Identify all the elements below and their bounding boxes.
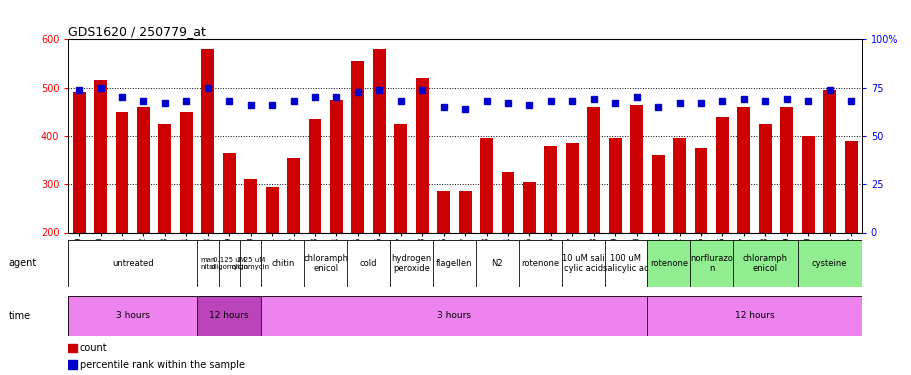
Text: hydrogen
peroxide: hydrogen peroxide (391, 254, 431, 273)
Text: 12 hours: 12 hours (734, 311, 773, 320)
Text: 100 uM
salicylic ac: 100 uM salicylic ac (602, 254, 648, 273)
Bar (68, 296, 197, 336)
Bar (68, 360, 77, 369)
Text: 12 hours: 12 hours (210, 311, 249, 320)
Bar (609, 138, 621, 232)
Text: N2: N2 (491, 259, 503, 268)
Text: chloramph
enicol: chloramph enicol (742, 254, 787, 273)
Text: norflurazo
n: norflurazo n (690, 254, 732, 273)
Bar (436, 192, 450, 232)
Bar (844, 141, 856, 232)
Bar (566, 143, 578, 232)
Bar (287, 158, 300, 232)
Bar (801, 136, 814, 232)
Text: flagellen: flagellen (435, 259, 472, 268)
Bar (561, 240, 604, 287)
Bar (415, 78, 428, 232)
Text: 3 hours: 3 hours (116, 311, 149, 320)
Bar (137, 107, 149, 232)
Bar (201, 49, 214, 232)
Bar (73, 93, 86, 232)
Bar (240, 240, 261, 287)
Text: count: count (80, 343, 107, 353)
Bar (732, 240, 796, 287)
Bar (587, 107, 599, 232)
Bar (261, 240, 304, 287)
Text: 10 uM sali
cylic acid: 10 uM sali cylic acid (561, 254, 604, 273)
Bar (265, 187, 278, 232)
Bar (197, 240, 219, 287)
Bar (304, 240, 347, 287)
Bar (308, 119, 321, 232)
Bar (159, 124, 171, 232)
Bar (197, 296, 261, 336)
Bar (544, 146, 557, 232)
Bar (68, 240, 197, 287)
Bar (604, 240, 647, 287)
Bar (690, 240, 732, 287)
Bar (518, 240, 561, 287)
Bar (522, 182, 536, 232)
Bar (479, 138, 493, 232)
Text: percentile rank within the sample: percentile rank within the sample (80, 360, 244, 370)
Bar (647, 296, 861, 336)
Text: chitin: chitin (271, 259, 294, 268)
Text: rotenone: rotenone (649, 259, 687, 268)
Bar (694, 148, 707, 232)
Text: agent: agent (8, 258, 36, 268)
Text: cysteine: cysteine (811, 259, 846, 268)
Bar (476, 240, 518, 287)
Bar (758, 124, 771, 232)
Bar (823, 90, 835, 232)
Bar (68, 344, 77, 352)
Text: 3 hours: 3 hours (437, 311, 471, 320)
Bar (261, 296, 647, 336)
Text: cold: cold (360, 259, 377, 268)
Bar (501, 172, 514, 232)
Text: GDS1620 / 250779_at: GDS1620 / 250779_at (68, 25, 206, 38)
Text: untreated: untreated (112, 259, 153, 268)
Bar (116, 112, 128, 232)
Bar (330, 100, 343, 232)
Bar (737, 107, 750, 232)
Bar (390, 240, 433, 287)
Bar (373, 49, 385, 232)
Text: man
nitol: man nitol (200, 257, 215, 270)
Bar (796, 240, 861, 287)
Bar (219, 240, 240, 287)
Bar (630, 105, 642, 232)
Bar (94, 80, 107, 232)
Bar (651, 155, 664, 232)
Bar (715, 117, 728, 232)
Bar (351, 61, 363, 232)
Bar (179, 112, 192, 232)
Bar (394, 124, 407, 232)
Bar (780, 107, 793, 232)
Text: 1.25 uM
oligomycin: 1.25 uM oligomycin (231, 257, 270, 270)
Bar (222, 153, 235, 232)
Bar (244, 179, 257, 232)
Text: rotenone: rotenone (520, 259, 558, 268)
Text: chloramph
enicol: chloramph enicol (302, 254, 348, 273)
Bar (647, 240, 690, 287)
Text: time: time (8, 311, 30, 321)
Bar (672, 138, 685, 232)
Text: 0.125 uM
oligomycin: 0.125 uM oligomycin (210, 257, 248, 270)
Bar (458, 192, 471, 232)
Bar (347, 240, 390, 287)
Bar (433, 240, 476, 287)
